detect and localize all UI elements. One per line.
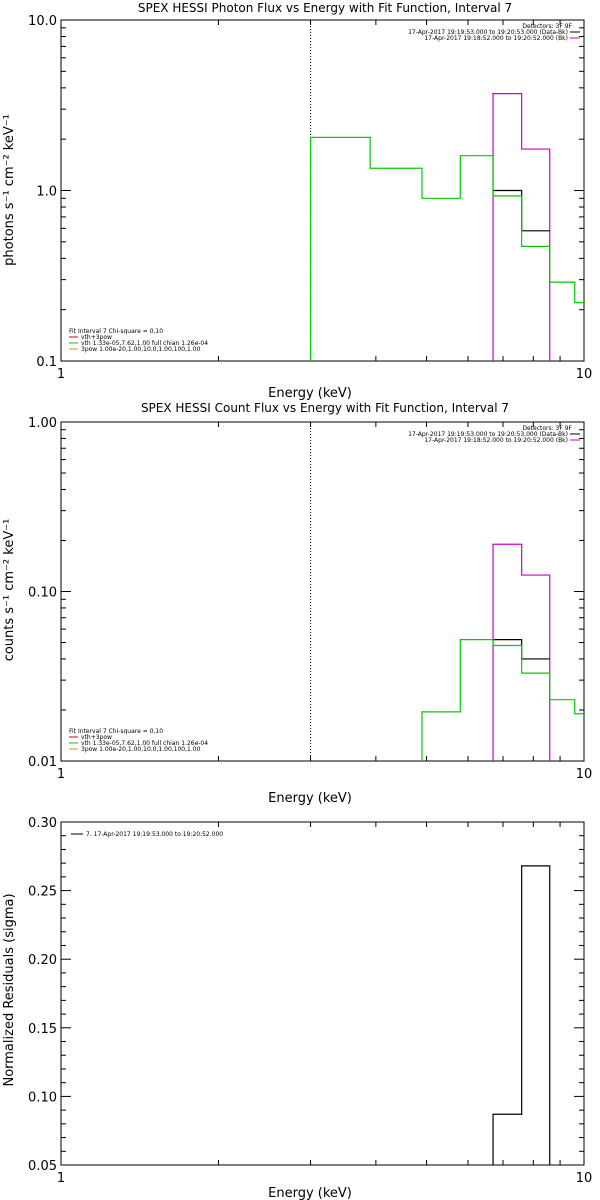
legend-header: Fit Interval 7 Chi-square = 0.10: [69, 328, 163, 335]
legend-entry: vth+3pow: [81, 334, 112, 341]
y-tick-label: 0.25: [28, 885, 57, 900]
y-tick-label: 0.01: [28, 755, 57, 770]
panel-title: SPEX HESSI Photon Flux vs Energy with Fi…: [138, 1, 512, 15]
y-axis-label: photons s⁻¹ cm⁻² keV⁻¹: [2, 114, 17, 266]
photon-flux-panel: SPEX HESSI Photon Flux vs Energy with Fi…: [2, 1, 592, 401]
y-axis-label: counts s⁻¹ cm⁻² keV⁻¹: [2, 519, 17, 662]
x-tick-label: 1: [57, 767, 65, 782]
y-tick-label: 1.00: [28, 416, 57, 431]
x-tick-label: 1: [57, 1171, 65, 1186]
plot-frame: [60, 421, 585, 762]
data-series: [492, 543, 551, 761]
legend-entry: 3pow 1.00e-20,1.00,10.0,1.00,100,1.00: [81, 746, 201, 753]
y-tick-label: 10.0: [28, 14, 57, 29]
legend-entry: 17-Apr-2017 19:19:53.000 to 19:20:53.000…: [408, 29, 568, 36]
y-tick-label: 0.1: [36, 355, 57, 370]
x-axis-label: Energy (keV): [268, 791, 352, 806]
x-tick-label: 10: [576, 1171, 593, 1186]
data-series: [421, 639, 584, 761]
legend-header: Detectors: 3F 9F: [522, 425, 572, 432]
legend-entry: 17-Apr-2017 19:18:52.000 to 19:20:52.000…: [424, 35, 568, 42]
x-axis-label: Energy (keV): [268, 1186, 352, 1200]
plot-area: 1 100.010.101.00 Detectors: 3F 9F17-Apr-20…: [28, 416, 592, 782]
count-flux-panel: SPEX HESSI Count Flux vs Energy with Fit…: [2, 401, 592, 806]
legend-header: Detectors: 3F 9F: [522, 23, 572, 30]
plot-area: 1 100.11.010.0 Detectors: 3F 9F17-Apr-2017…: [28, 14, 592, 382]
data-series: [492, 93, 551, 361]
y-tick-label: 0.10: [28, 586, 57, 601]
legend-entry: 3pow 1.00e-20,1.00,10.0,1.00,100,1.00: [81, 346, 201, 353]
legend-header: Fit Interval 7 Chi-square = 0.10: [69, 728, 163, 735]
legend-entry: vth+3pow: [81, 734, 112, 741]
plot-area: 1 10 0.05 0.10 0.15 0.20 0.25 0.30 7. 17-Apr-201…: [28, 816, 592, 1186]
x-tick-label: 10: [576, 367, 593, 382]
x-tick-label: 1: [57, 367, 65, 382]
x-tick-label: 10: [576, 767, 593, 782]
plot-frame: [60, 821, 585, 1166]
legend-entry: vth 1.33e-05,7.62,1.00 full chian 1.26e-…: [81, 340, 208, 347]
data-series: [492, 865, 551, 1165]
legend-entry: vth 1.33e-05,7.62,1.00 full chian 1.26e-…: [81, 740, 208, 747]
y-tick-label: 0.05: [28, 1159, 57, 1174]
legend-entry: 17-Apr-2017 19:18:52.000 to 19:20:52.000…: [424, 437, 568, 444]
y-tick-label: 0.10: [28, 1090, 57, 1105]
y-tick-label: 0.30: [28, 816, 57, 831]
y-axis-label: Normalized Residuals (sigma): [2, 893, 17, 1086]
x-axis-label: Energy (keV): [268, 386, 352, 401]
data-series: [309, 136, 584, 361]
panel-title: SPEX HESSI Count Flux vs Energy with Fit…: [141, 401, 509, 415]
y-tick-label: 0.20: [28, 953, 57, 968]
residuals-panel: Energy (keV) Normalized Residuals (sigma…: [2, 816, 592, 1200]
legend-entry: 7. 17-Apr-2017 19:19:53.000 to 19:20:52.…: [86, 831, 223, 838]
legend-entry: 17-Apr-2017 19:19:53.000 to 19:20:53.000…: [408, 431, 568, 438]
y-tick-label: 1.0: [36, 185, 57, 200]
y-tick-label: 0.15: [28, 1022, 57, 1037]
